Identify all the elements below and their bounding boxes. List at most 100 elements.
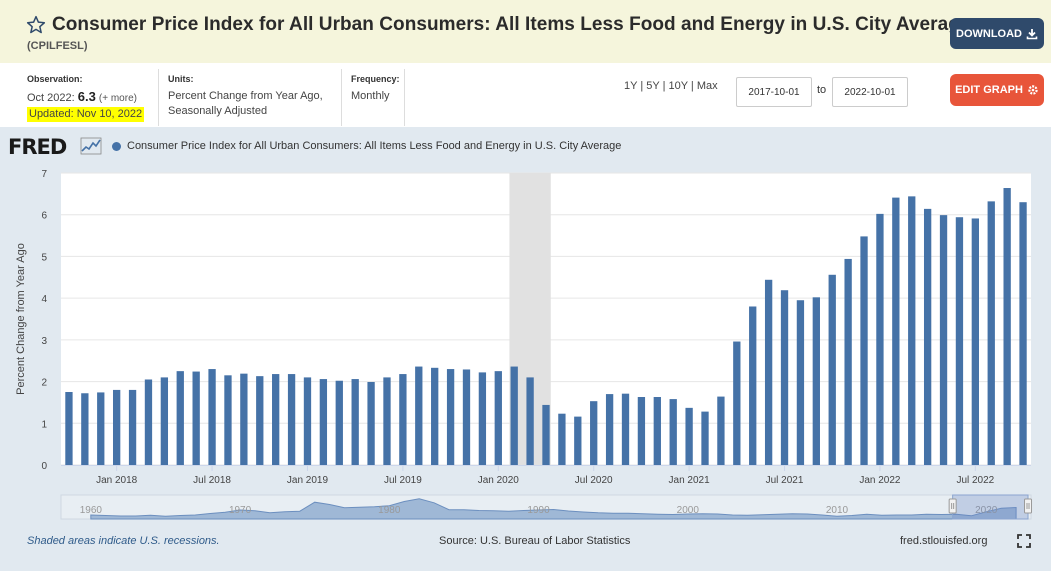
bar-2021-01[interactable] xyxy=(685,407,693,465)
divider xyxy=(341,69,342,126)
range-selector: 1Y | 5Y | 10Y | Max xyxy=(624,80,718,92)
bar-2021-10[interactable] xyxy=(828,274,836,465)
frequency-block: Frequency: Monthly xyxy=(351,72,400,104)
navigator-year-label: 1960 xyxy=(80,505,103,516)
bar-2021-04[interactable] xyxy=(733,341,741,465)
edit-graph-button[interactable]: EDIT GRAPH xyxy=(950,74,1044,106)
bar-2020-12[interactable] xyxy=(669,399,677,465)
range-1y[interactable]: 1Y xyxy=(624,80,638,92)
bar-2019-08[interactable] xyxy=(415,366,423,465)
bar-2022-04[interactable] xyxy=(923,208,932,466)
y-tick-label: 3 xyxy=(41,336,47,347)
bar-2021-08[interactable] xyxy=(796,300,805,465)
bar-2021-05[interactable] xyxy=(749,306,757,465)
x-tick-label: Jan 2022 xyxy=(859,475,901,486)
fred-logo[interactable]: FRED xyxy=(8,135,67,159)
bar-2019-04[interactable] xyxy=(351,379,359,465)
bar-2017-11[interactable] xyxy=(81,393,89,465)
bar-2018-09[interactable] xyxy=(240,373,248,465)
bar-2022-02[interactable] xyxy=(892,197,900,465)
range-max[interactable]: Max xyxy=(696,80,718,92)
bar-2022-09[interactable] xyxy=(1003,188,1011,465)
bar-2018-04[interactable] xyxy=(160,377,169,465)
bar-2021-02[interactable] xyxy=(701,411,709,465)
bar-2019-12[interactable] xyxy=(478,372,487,465)
bar-2018-11[interactable] xyxy=(272,374,280,465)
bar-2018-03[interactable] xyxy=(144,379,153,465)
bar-2019-05[interactable] xyxy=(367,381,375,465)
chart-panel: FRED Consumer Price Index for All Urban … xyxy=(0,127,1051,571)
bar-2018-10[interactable] xyxy=(256,376,264,465)
bar-2022-03[interactable] xyxy=(908,196,916,466)
title-band: Consumer Price Index for All Urban Consu… xyxy=(0,0,1051,63)
bar-2022-06[interactable] xyxy=(955,217,964,465)
bar-2022-10[interactable] xyxy=(1019,202,1027,465)
bar-2021-07[interactable] xyxy=(780,290,789,465)
observation-more-link[interactable]: (+ more) xyxy=(98,93,137,104)
bar-2019-06[interactable] xyxy=(383,377,391,465)
edit-graph-label: EDIT GRAPH xyxy=(955,84,1023,96)
bar-2022-07[interactable] xyxy=(971,218,980,465)
y-tick-label: 0 xyxy=(41,461,47,472)
bar-2019-07[interactable] xyxy=(399,374,407,465)
site-link[interactable]: fred.stlouisfed.org xyxy=(900,535,988,547)
bar-2019-02[interactable] xyxy=(319,379,328,465)
bar-2022-01[interactable] xyxy=(876,213,884,465)
fullscreen-icon[interactable] xyxy=(1017,534,1031,548)
bar-2017-12[interactable] xyxy=(97,392,105,465)
bar-2021-11[interactable] xyxy=(844,258,852,465)
bar-2020-06[interactable] xyxy=(574,416,582,465)
bar-2018-06[interactable] xyxy=(192,371,200,465)
navigator-handle-left[interactable] xyxy=(948,498,957,514)
navigator-year-label: 1980 xyxy=(378,505,401,516)
bar-2020-03[interactable] xyxy=(526,377,534,465)
bar-2022-08[interactable] xyxy=(987,201,995,465)
bar-2020-02[interactable] xyxy=(510,366,518,465)
navigator-selection[interactable] xyxy=(952,494,1029,520)
meta-row: Observation: Oct 2022: 6.3 (+ more) Upda… xyxy=(0,63,1051,127)
start-date-input[interactable]: 2017-10-01 xyxy=(736,77,812,107)
bar-2018-05[interactable] xyxy=(176,371,184,465)
observation-value: 6.3 xyxy=(77,89,96,104)
bar-2020-09[interactable] xyxy=(621,393,630,465)
range-navigator[interactable]: 1960 1970 1980 1990 2000 2010 2020 xyxy=(60,494,1033,520)
bar-2018-07[interactable] xyxy=(208,369,216,465)
range-5y[interactable]: 5Y xyxy=(646,80,660,92)
bar-2020-04[interactable] xyxy=(542,404,550,465)
navigator-year-label: 2020 xyxy=(975,505,998,516)
bar-2020-08[interactable] xyxy=(605,394,614,465)
bar-2021-12[interactable] xyxy=(860,236,868,465)
to-label: to xyxy=(817,84,827,96)
bar-2019-03[interactable] xyxy=(335,380,343,465)
end-date-input[interactable]: 2022-10-01 xyxy=(832,77,908,107)
bar-2022-05[interactable] xyxy=(939,215,948,465)
star-icon[interactable] xyxy=(26,15,46,35)
bar-2019-11[interactable] xyxy=(462,369,471,465)
bar-2018-08[interactable] xyxy=(224,375,232,465)
download-button[interactable]: DOWNLOAD xyxy=(950,18,1044,49)
units-label: Units: xyxy=(168,74,194,84)
bar-2021-09[interactable] xyxy=(812,297,820,465)
bar-2020-10[interactable] xyxy=(637,397,646,465)
bar-2021-06[interactable] xyxy=(764,279,773,465)
bar-2020-01[interactable] xyxy=(494,371,502,465)
bar-2021-03[interactable] xyxy=(717,396,725,465)
bar-2020-05[interactable] xyxy=(558,413,566,465)
legend-label: Consumer Price Index for All Urban Consu… xyxy=(127,140,622,152)
bar-2018-02[interactable] xyxy=(128,389,137,465)
bar-2020-07[interactable] xyxy=(590,401,598,465)
x-tick-label: Jul 2019 xyxy=(384,475,422,486)
bar-2020-11[interactable] xyxy=(653,397,661,465)
frequency-value: Monthly xyxy=(351,90,390,102)
bar-2019-10[interactable] xyxy=(446,369,455,465)
bar-2019-01[interactable] xyxy=(303,377,312,465)
bar-2018-01[interactable] xyxy=(112,389,121,465)
navigator-handle-right[interactable] xyxy=(1024,498,1033,514)
range-10y[interactable]: 10Y xyxy=(668,80,688,92)
bar-2017-10[interactable] xyxy=(65,392,73,465)
bar-2019-09[interactable] xyxy=(431,367,439,465)
bar-2018-12[interactable] xyxy=(287,374,296,465)
x-tick-label: Jul 2022 xyxy=(956,475,994,486)
navigator-year-label: 1990 xyxy=(527,505,550,516)
